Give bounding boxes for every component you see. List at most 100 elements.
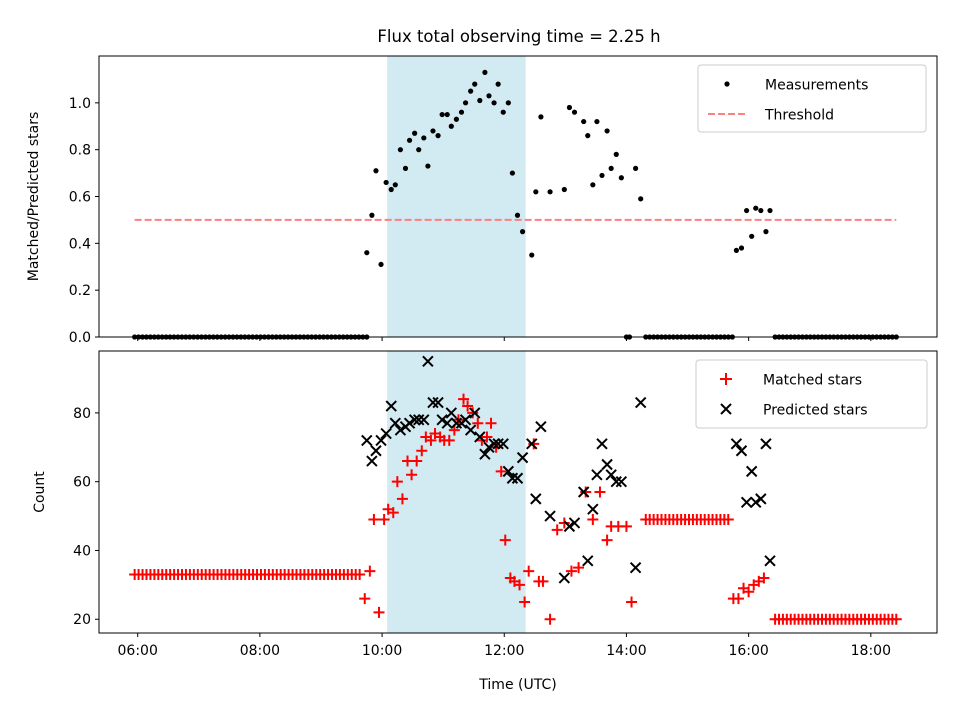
measurement-point	[462, 100, 469, 106]
predicted-stars-legend-marker	[720, 403, 732, 415]
matched-star-point	[620, 520, 632, 532]
measurement-point	[412, 130, 418, 136]
measurement-point	[599, 172, 605, 179]
matched-star-point	[732, 593, 744, 605]
matched-star-point	[758, 572, 770, 584]
predicted-star-point	[488, 438, 500, 450]
matched-star-point	[565, 565, 577, 577]
measurement-point	[482, 69, 488, 75]
predicted-star-point	[558, 572, 571, 584]
bottom-plot-frame	[98, 350, 938, 634]
measurement-point	[402, 165, 409, 171]
predicted-star-point	[370, 445, 382, 457]
measurement-point	[383, 179, 389, 186]
matched-star-point	[890, 613, 902, 625]
predicted-star-point	[469, 407, 481, 419]
matched-star-point	[551, 524, 563, 536]
measurement-point	[491, 100, 497, 106]
measurement-point	[477, 97, 483, 104]
measurement-point	[608, 165, 614, 171]
matched-star-point	[443, 434, 455, 446]
predicted-star-point	[745, 465, 758, 478]
predicted-star-point	[615, 475, 628, 488]
matched-stars-series	[129, 393, 902, 625]
measurement-point	[529, 252, 535, 258]
matched-star-point	[594, 486, 606, 498]
predicted-star-point	[740, 496, 753, 509]
top-y-tick-label: 0.0	[69, 330, 91, 346]
predicted-star-point	[526, 438, 538, 450]
measurement-point	[509, 170, 515, 176]
measurements-legend-marker	[724, 81, 730, 87]
predicted-star-point	[502, 465, 515, 478]
measurement-point	[373, 168, 379, 174]
predicted-star-point	[764, 555, 776, 567]
top-panel: 0.0 0.2 0.4 0.6 0.8 1.0 Matched/Predicted sta…	[26, 55, 938, 346]
top-legend: Measurements Threshold	[697, 64, 927, 133]
matched-star-point	[416, 445, 428, 457]
measurement-point	[604, 128, 610, 134]
predicted-star-point	[445, 407, 458, 419]
measurement-point	[733, 247, 740, 253]
predicted-star-point	[441, 417, 453, 429]
x-axis-label: Time (UTC)	[478, 677, 556, 693]
measurement-point	[439, 111, 445, 118]
predicted-star-point	[605, 469, 617, 481]
measurement-point	[421, 135, 427, 141]
measurement-point	[758, 207, 764, 214]
matched-star-point	[580, 486, 592, 498]
matched-star-point	[364, 565, 376, 577]
measurement-point	[444, 111, 450, 118]
predicted-star-point	[483, 441, 495, 454]
predicted-star-point	[450, 417, 463, 429]
measurements-legend-label: Measurements	[765, 78, 868, 94]
matched-star-point	[391, 476, 403, 488]
matched-star-point	[359, 593, 371, 605]
x-tick-label: 10:00	[362, 643, 402, 659]
predicted-star-point	[380, 427, 392, 440]
measurement-point	[472, 81, 478, 87]
predicted-star-point	[610, 475, 622, 488]
measurement-point	[638, 196, 644, 202]
measurement-point	[767, 207, 773, 214]
predicted-stars-series	[361, 355, 776, 584]
measurement-point	[514, 212, 521, 218]
matched-star-point	[467, 407, 479, 419]
measurement-point	[435, 133, 441, 139]
matched-star-point	[354, 569, 366, 581]
measurement-point	[406, 137, 413, 143]
bottom-panel: 06:00 08:00 10:00 12:00 14:00 16:00 18:00 20 40…	[32, 350, 938, 693]
shaded-band	[387, 351, 526, 633]
predicted-star-point	[577, 486, 590, 498]
predicted-star-point	[497, 438, 509, 450]
x-tick-label: 08:00	[240, 643, 280, 659]
measurement-point	[618, 175, 624, 181]
predicted-star-point	[418, 414, 430, 426]
predicted-star-point	[432, 396, 444, 409]
predicted-star-point	[492, 438, 504, 450]
predicted-star-point	[389, 417, 402, 429]
measurement-point	[581, 118, 587, 125]
matched-star-point	[544, 613, 556, 625]
bottom-shaded-interval	[387, 351, 526, 633]
top-y-axis-label: Matched/Predicted stars	[26, 112, 42, 282]
predicted-star-point	[587, 503, 599, 515]
x-tick-label: 12:00	[484, 643, 524, 659]
matched-stars-legend-marker	[720, 373, 732, 385]
bottom-legend-box	[695, 359, 928, 429]
matched-star-point	[573, 562, 585, 574]
predicted-star-point	[408, 414, 421, 426]
measurement-point	[561, 186, 567, 193]
bottom-y-tick-label: 20	[73, 612, 91, 628]
bottom-y-axis-label: Count	[32, 471, 48, 513]
x-tick-label: 06:00	[118, 643, 158, 659]
matched-star-point	[519, 596, 531, 608]
matched-star-point	[514, 579, 526, 591]
predicted-star-point	[730, 438, 743, 450]
predicted-star-point	[568, 517, 581, 529]
predicted-stars-legend-label: Predicted stars	[763, 403, 868, 419]
measurement-point	[743, 207, 750, 214]
matched-star-point	[411, 455, 423, 467]
measurement-point	[538, 114, 544, 120]
predicted-star-point	[375, 434, 387, 447]
